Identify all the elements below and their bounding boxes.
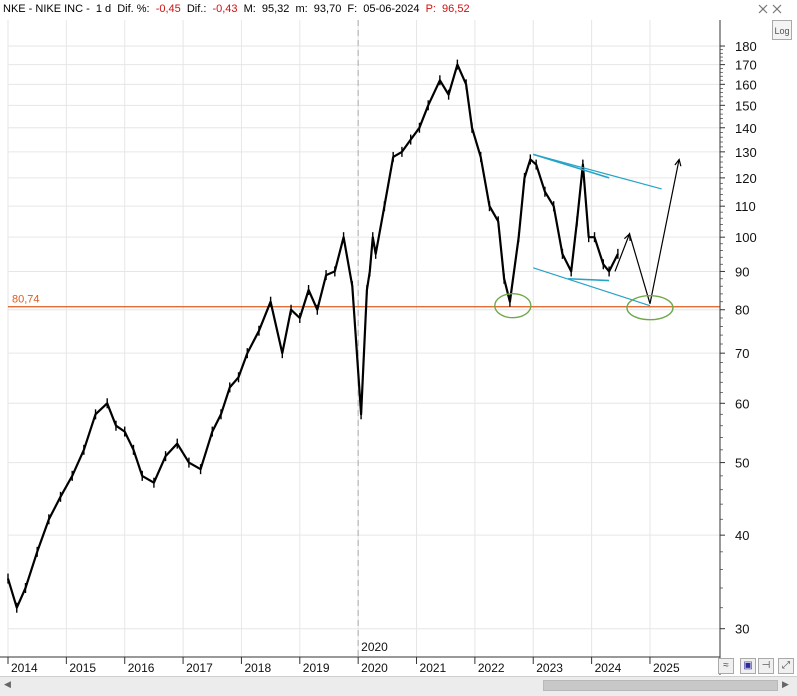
grid-layer bbox=[7, 20, 720, 657]
date-label: F: bbox=[347, 3, 358, 15]
y-tick-label: 60 bbox=[735, 396, 749, 411]
y-tick-label: 170 bbox=[735, 58, 757, 73]
y-tick-label: 120 bbox=[735, 171, 757, 186]
close-icon[interactable] bbox=[772, 4, 782, 14]
dif-pct-label: Dif. %: bbox=[117, 3, 150, 15]
price-label: P: bbox=[425, 3, 436, 15]
min-value: 93,70 bbox=[313, 3, 342, 15]
date-value: 05-06-2024 bbox=[363, 3, 420, 15]
x-tick-label: 2024 bbox=[595, 661, 622, 675]
projection-arrowhead bbox=[624, 232, 631, 241]
zoom-icon[interactable]: ≈ bbox=[718, 658, 734, 674]
support-label: 80,74 bbox=[12, 294, 40, 306]
x-tick-label: 2020 bbox=[361, 661, 388, 675]
x-tick-label: 2019 bbox=[303, 661, 330, 675]
x-tick-label: 2018 bbox=[244, 661, 271, 675]
scrollbar-thumb[interactable] bbox=[543, 680, 778, 691]
y-tick-label: 130 bbox=[735, 145, 757, 160]
x-tick-label: 2022 bbox=[478, 661, 505, 675]
y-tick-label: 30 bbox=[735, 622, 749, 637]
channel-inner-lower-line bbox=[568, 277, 610, 282]
y-tick-label: 50 bbox=[735, 456, 749, 471]
chart-header: NKE - NIKE INC - 1 d Dif. %: -0,45 Dif.:… bbox=[0, 0, 797, 18]
channel-inner-upper-line bbox=[533, 153, 610, 179]
x-tick-label: 2017 bbox=[186, 661, 213, 675]
projection-path bbox=[614, 159, 680, 304]
x-tick-label: 2021 bbox=[420, 661, 447, 675]
x-tick-label: 2016 bbox=[128, 661, 155, 675]
series-layer bbox=[6, 59, 619, 613]
y-tick-label: 110 bbox=[735, 199, 756, 214]
max-label: M: bbox=[243, 3, 256, 15]
interval-label: 1 d bbox=[95, 3, 112, 15]
y-tick-label: 180 bbox=[735, 39, 757, 54]
dif-label: Dif.: bbox=[186, 3, 207, 15]
channel-upper-line bbox=[533, 153, 662, 190]
projection-arrowhead bbox=[674, 158, 682, 167]
y-tick-label: 90 bbox=[735, 264, 749, 279]
y-tick-label: 160 bbox=[735, 77, 757, 92]
y-tick-label: 100 bbox=[735, 230, 757, 245]
price-value: 96,52 bbox=[442, 3, 470, 15]
x-tick-label: 2025 bbox=[653, 661, 680, 675]
minimize-icon[interactable] bbox=[758, 4, 768, 14]
channel-lower-line bbox=[533, 267, 651, 307]
pin-icon[interactable]: ⊣ bbox=[758, 658, 774, 674]
dif-pct-value: -0,45 bbox=[155, 3, 181, 15]
x-tick-label: 2015 bbox=[69, 661, 96, 675]
expand-icon[interactable]: ⤢ bbox=[778, 658, 794, 674]
y-tick-label: 40 bbox=[735, 528, 749, 543]
scroll-left-icon[interactable]: ◀ bbox=[4, 679, 11, 689]
log-scale-button[interactable]: Log bbox=[772, 20, 792, 40]
scroll-right-icon[interactable]: ▶ bbox=[782, 679, 789, 689]
min-label: m: bbox=[295, 3, 308, 15]
support-layer: 80,74 bbox=[8, 294, 720, 308]
max-value: 95,32 bbox=[261, 3, 290, 15]
x-tick-label: 2023 bbox=[536, 661, 563, 675]
target-ellipse bbox=[494, 293, 532, 319]
axis-layer: 30 40 50 60 70 80 90 100 110 120 130 140 150 160 170 18… bbox=[0, 20, 757, 675]
y-tick-label: 140 bbox=[735, 121, 757, 136]
x-tick-label: 2014 bbox=[11, 661, 38, 675]
dif-value: -0,43 bbox=[212, 3, 238, 15]
y-tick-label: 80 bbox=[735, 303, 749, 318]
year-marker-label: 2020 bbox=[361, 640, 388, 654]
ticker-label: NKE - NIKE INC - bbox=[3, 3, 90, 15]
y-tick-label: 150 bbox=[735, 98, 757, 113]
target-ellipse bbox=[626, 295, 674, 321]
y-tick-label: 70 bbox=[735, 346, 749, 361]
save-icon[interactable]: ▣ bbox=[740, 658, 756, 674]
annotation-layer bbox=[494, 153, 682, 321]
price-series-line bbox=[6, 63, 619, 609]
